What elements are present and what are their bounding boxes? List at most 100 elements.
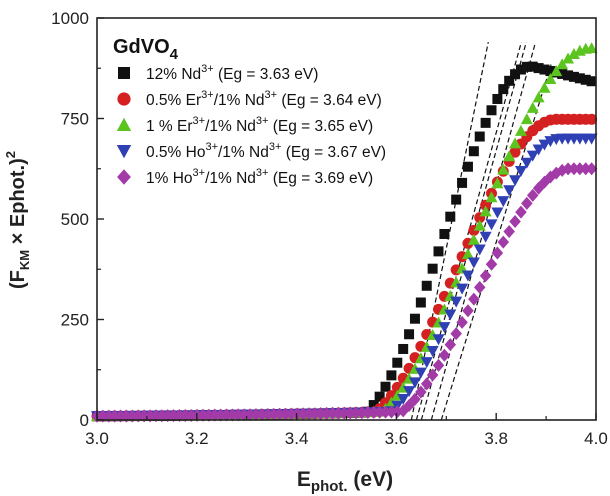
data-point <box>491 207 504 219</box>
legend-label-part: 3+ <box>201 63 214 75</box>
data-point <box>439 228 450 239</box>
y-tick-label: 500 <box>61 210 89 229</box>
data-point <box>527 61 538 72</box>
data-point <box>209 408 221 422</box>
data-point <box>568 162 580 176</box>
x-tick-label: 4.0 <box>584 429 608 448</box>
data-point <box>533 63 544 74</box>
data-point <box>315 407 327 421</box>
data-point <box>203 408 215 422</box>
data-point <box>232 408 245 422</box>
chart-title: GdVO4 <box>113 36 179 63</box>
legend-label-part: (Eg = 3.63 eV) <box>214 66 319 83</box>
data-point <box>480 117 491 128</box>
legend-label-part: /1% Nd <box>205 118 256 135</box>
data-point <box>526 150 539 162</box>
y-tick-label: 1000 <box>51 9 89 28</box>
data-point <box>526 101 539 113</box>
data-point <box>273 407 286 421</box>
data-point <box>414 367 427 379</box>
x-tick-label: 3.4 <box>285 429 309 448</box>
data-point <box>563 70 574 81</box>
data-point <box>503 150 516 162</box>
data-point <box>262 407 274 421</box>
data-point <box>150 409 162 423</box>
data-point <box>485 191 498 203</box>
data-point <box>185 408 197 422</box>
data-point <box>574 162 586 176</box>
series-5 <box>91 162 598 423</box>
legend: 12% Nd3+ (Eg = 3.63 eV)0.5% Er3+/1% Nd3+… <box>116 63 386 187</box>
data-point <box>179 408 192 422</box>
data-point <box>479 231 492 243</box>
y-axis-label-mid: × Ephot.) <box>7 158 29 250</box>
data-point <box>374 391 385 402</box>
legend-label: 12% Nd3+ (Eg = 3.63 eV) <box>146 63 318 83</box>
legend-label-part: 3+ <box>205 141 218 153</box>
x-tick-label: 3.2 <box>185 429 209 448</box>
linear-fit-line <box>410 42 489 421</box>
x-axis-label-unit: (eV) <box>348 468 394 491</box>
data-point <box>456 283 469 295</box>
x-tick-label: 3.0 <box>85 429 109 448</box>
data-point <box>562 52 575 64</box>
data-point <box>256 408 268 422</box>
legend-label-part: 3+ <box>256 167 269 179</box>
data-point <box>557 68 568 79</box>
legend-label-part: 1% Ho <box>146 170 193 187</box>
data-point <box>510 69 521 80</box>
data-point <box>532 91 545 103</box>
data-point <box>445 211 456 222</box>
data-point <box>415 385 427 399</box>
data-point <box>380 381 391 392</box>
data-point <box>409 392 421 406</box>
legend-label-part: (Eg = 3.65 eV) <box>268 118 373 135</box>
data-point <box>462 304 474 318</box>
legend-label: 1% Ho3+/1% Nd3+ (Eg = 3.69 eV) <box>146 167 373 187</box>
y-axis-label-sup: 2 <box>3 151 18 158</box>
series-1 <box>92 61 597 422</box>
data-point <box>220 408 233 422</box>
data-point <box>585 162 598 176</box>
data-point <box>397 393 410 405</box>
data-point <box>392 357 403 368</box>
legend-marker <box>118 67 130 79</box>
legend-label-part: 0.5% Ho <box>146 144 205 161</box>
data-point <box>468 292 480 306</box>
data-point <box>250 408 262 422</box>
data-point <box>156 409 168 423</box>
data-point <box>521 196 533 210</box>
data-point <box>303 407 315 421</box>
data-point <box>362 406 374 420</box>
legend-label: 0.5% Er3+/1% Nd3+ (Eg = 3.64 eV) <box>146 89 382 109</box>
legend-label-part: 12% Nd <box>146 66 201 83</box>
data-point <box>404 329 415 340</box>
data-point <box>427 263 438 274</box>
legend-label-part: 3+ <box>256 115 269 127</box>
data-point <box>350 406 362 420</box>
x-axis-label: Ephot. (eV) <box>297 468 393 495</box>
data-point <box>420 377 433 391</box>
data-point <box>515 64 526 75</box>
data-point <box>438 348 451 362</box>
legend-label-part: (Eg = 3.67 eV) <box>281 144 386 161</box>
data-point <box>373 405 386 419</box>
legend-label-part: 3+ <box>269 141 282 153</box>
data-point <box>197 408 209 422</box>
y-tick-label: 0 <box>80 411 89 430</box>
data-point <box>267 407 280 421</box>
legend-marker <box>117 92 131 106</box>
y-axis: 0 250 500 750 1000 <box>51 9 104 430</box>
data-point <box>132 409 144 423</box>
y-tick-label: 750 <box>61 110 89 129</box>
chart-title-main: GdVO <box>113 36 170 58</box>
y-tick-label: 250 <box>61 311 89 330</box>
data-point <box>491 246 504 260</box>
data-point <box>538 81 551 93</box>
x-axis: 3.0 3.2 3.4 3.6 3.8 4.0 <box>85 413 608 448</box>
data-point <box>467 257 480 269</box>
linear-fit-line <box>440 64 552 421</box>
x-axis-label-sub: phot. <box>311 478 348 495</box>
data-point <box>556 58 569 70</box>
